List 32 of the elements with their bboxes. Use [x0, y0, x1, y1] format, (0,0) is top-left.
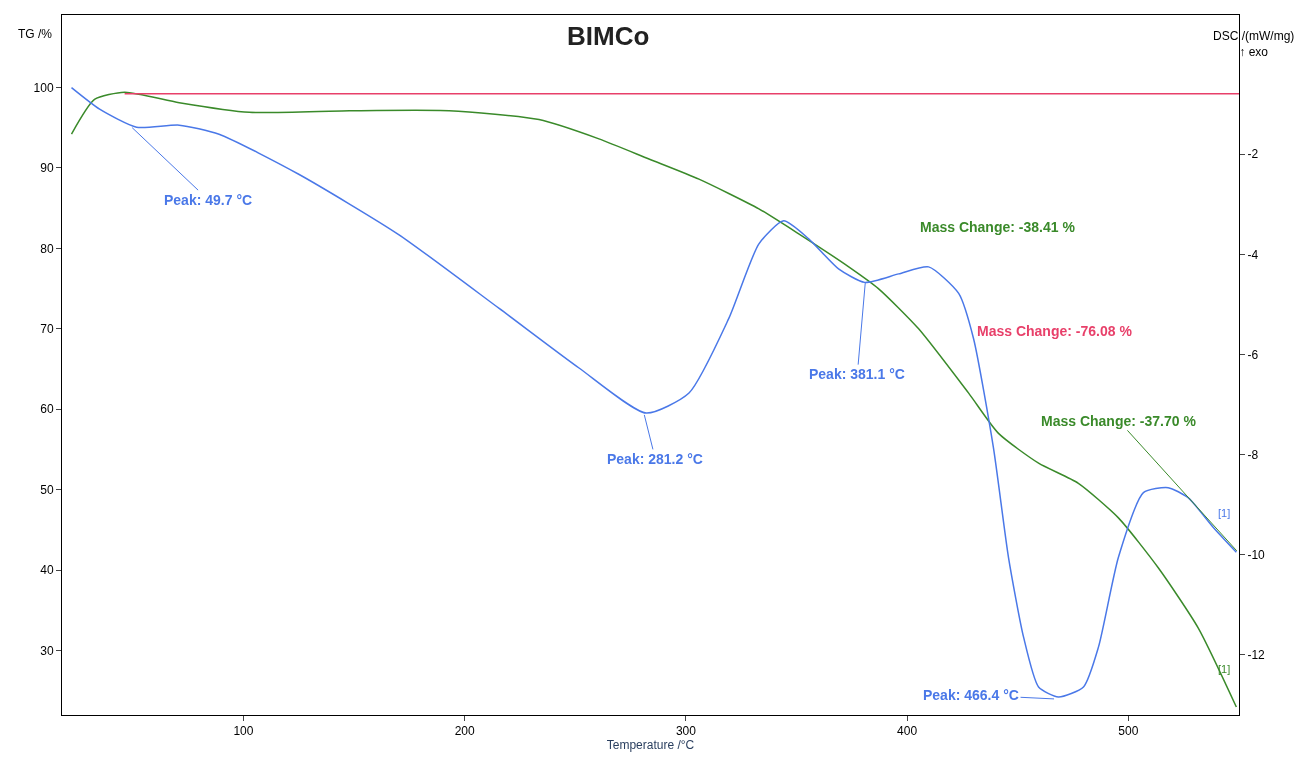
x-tick-label: 200 — [454, 724, 475, 739]
y2-tick-label: -6 — [1247, 347, 1259, 362]
y2-tick-label: -4 — [1247, 247, 1259, 262]
annotation: Peak: 381.1 °C — [809, 366, 905, 382]
annotation: Peak: 466.4 °C — [923, 687, 1019, 703]
x-axis-title: Temperature /°C — [606, 738, 695, 753]
annotation: Mass Change: -76.08 % — [977, 323, 1133, 339]
y-tick-label: 40 — [40, 563, 54, 578]
y2-tick-label: -2 — [1247, 147, 1259, 162]
x-tick-label: 400 — [897, 724, 918, 739]
y2-tick-label: -12 — [1247, 648, 1266, 663]
x-tick-label: 100 — [233, 724, 254, 739]
y-axis-title: TG /% — [18, 27, 53, 41]
y-tick-label: 100 — [33, 80, 54, 95]
y-tick-label: 70 — [40, 321, 54, 336]
y2-axis-title: DSC /(mW/mg) ↑ exo — [1213, 29, 1294, 59]
annotation: Peak: 49.7 °C — [164, 192, 253, 208]
annotation: Peak: 281.2 °C — [607, 451, 703, 467]
y-tick-label: 80 — [40, 241, 54, 256]
x-tick-label: 500 — [1118, 724, 1139, 739]
x-tick-label: 300 — [675, 724, 697, 739]
y-tick-label: 30 — [40, 643, 54, 658]
y2-tick-label: -8 — [1247, 447, 1259, 462]
y-tick-label: 60 — [40, 402, 54, 417]
annotation: [1] — [1218, 507, 1231, 519]
chart-title: BIMCo — [567, 20, 650, 51]
y-tick-label: 50 — [40, 482, 54, 497]
y-tick-label: 90 — [40, 161, 54, 176]
annotation: [1] — [1218, 663, 1231, 675]
annotation: Mass Change: -38.41 % — [920, 219, 1076, 235]
annotation: Mass Change: -37.70 % — [1041, 413, 1197, 429]
y2-tick-label: -10 — [1247, 547, 1266, 562]
